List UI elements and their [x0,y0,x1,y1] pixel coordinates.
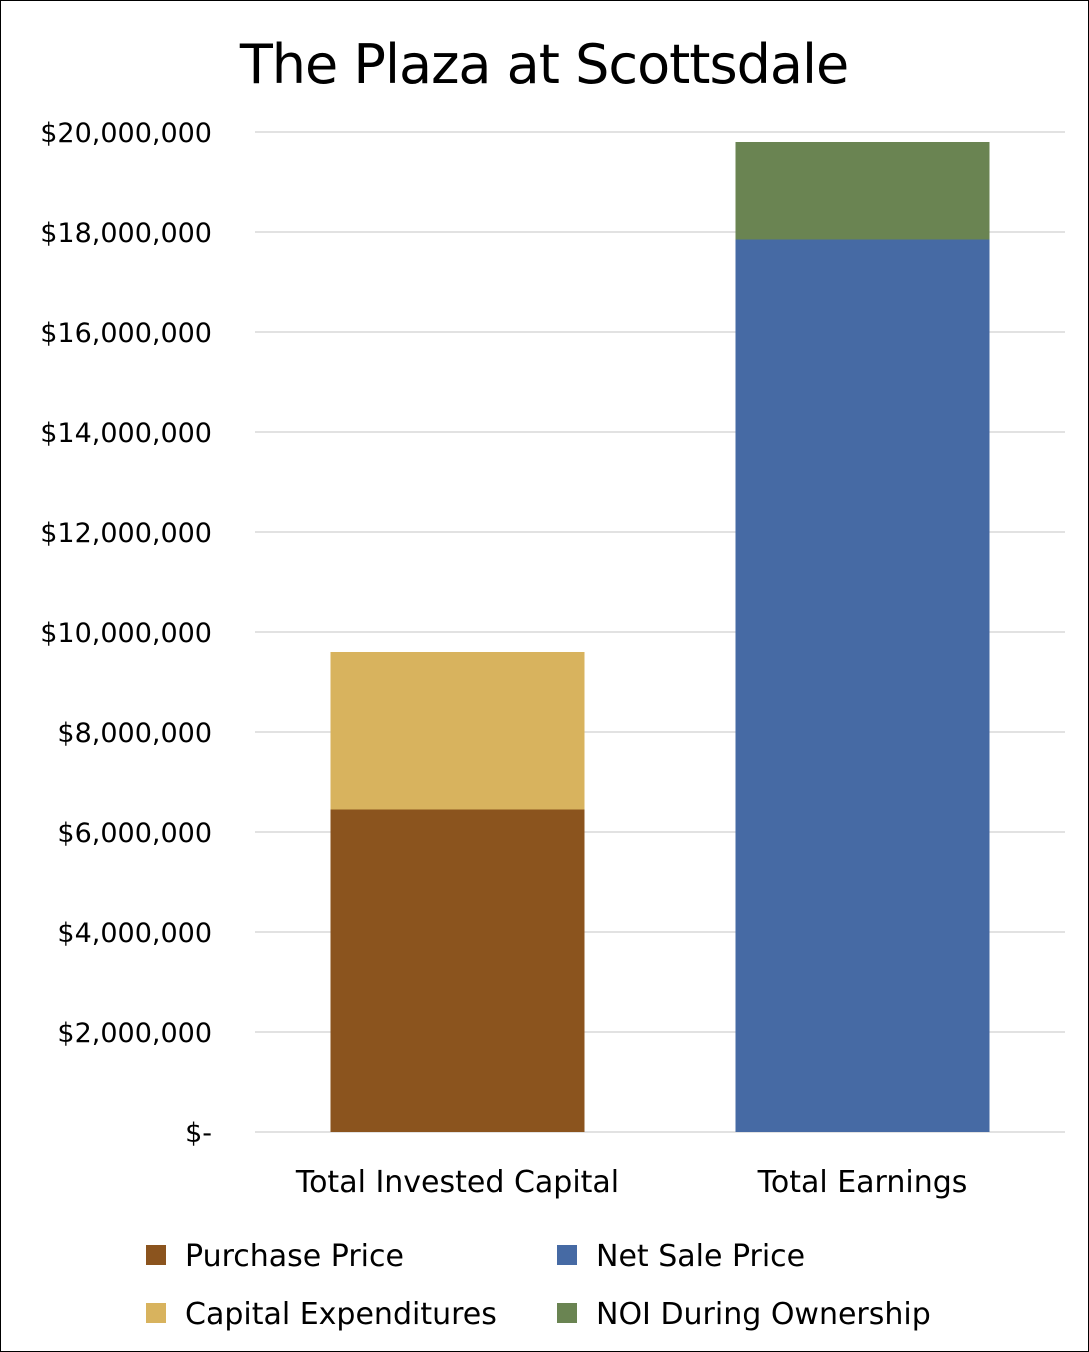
y-tick-label: $14,000,000 [40,418,212,449]
legend-swatch-purchase-price [146,1245,166,1265]
y-tick-label: $2,000,000 [57,1018,212,1049]
y-tick-label: $16,000,000 [40,318,212,349]
bar-total-invested-capital-purchase-price [330,809,585,1132]
chart-title: The Plaza at Scottsdale [239,33,848,96]
y-tick-label: $12,000,000 [40,518,212,549]
x-axis-categories: Total Invested Capital Total Earnings [295,1165,968,1200]
legend-swatch-noi-during-ownership [557,1303,577,1323]
y-tick-label: $6,000,000 [57,818,212,849]
legend: Purchase Price Net Sale Price Capital Expe… [146,1239,931,1332]
legend-label-purchase-price: Purchase Price [185,1239,404,1274]
bar-total-earnings-noi-during-ownership [735,142,990,240]
y-tick-label: $- [185,1118,212,1149]
legend-swatch-capital-expenditures [146,1303,166,1323]
legend-label-noi-during-ownership: NOI During Ownership [596,1297,931,1332]
bars [330,142,990,1132]
legend-label-net-sale-price: Net Sale Price [596,1239,805,1274]
x-category-label: Total Earnings [757,1165,968,1200]
y-tick-label: $20,000,000 [40,118,212,149]
x-category-label: Total Invested Capital [295,1165,619,1200]
y-tick-label: $8,000,000 [57,718,212,749]
legend-swatch-net-sale-price [557,1245,577,1265]
y-axis-ticks: $- $2,000,000 $4,000,000 $6,000,000 $8,000,0… [40,118,212,1149]
y-tick-label: $4,000,000 [57,918,212,949]
bar-total-earnings-net-sale-price [735,239,990,1132]
legend-label-capital-expenditures: Capital Expenditures [185,1297,497,1332]
bar-total-invested-capital-capital-expenditures [330,652,585,810]
y-tick-label: $10,000,000 [40,618,212,649]
y-tick-label: $18,000,000 [40,218,212,249]
